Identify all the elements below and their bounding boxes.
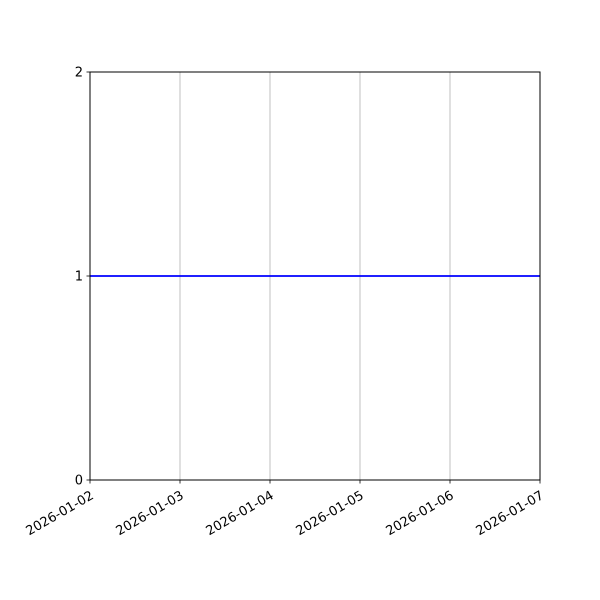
y-tick-label: 0: [75, 474, 83, 489]
x-tick-label: 2026-01-02: [24, 488, 97, 539]
x-tick-label: 2026-01-04: [204, 488, 277, 539]
y-tick-label: 1: [75, 270, 83, 285]
x-tick-label: 2026-01-05: [294, 488, 367, 539]
x-tick-label: 2026-01-07: [474, 488, 547, 539]
y-tick-label: 2: [75, 66, 83, 81]
x-axis: 2026-01-02 2026-01-03 2026-01-04 2026-01-05…: [24, 480, 547, 539]
y-axis: 0 1 2: [75, 66, 90, 489]
x-tick-label: 2026-01-03: [114, 488, 187, 539]
x-tick-label: 2026-01-06: [384, 488, 457, 539]
